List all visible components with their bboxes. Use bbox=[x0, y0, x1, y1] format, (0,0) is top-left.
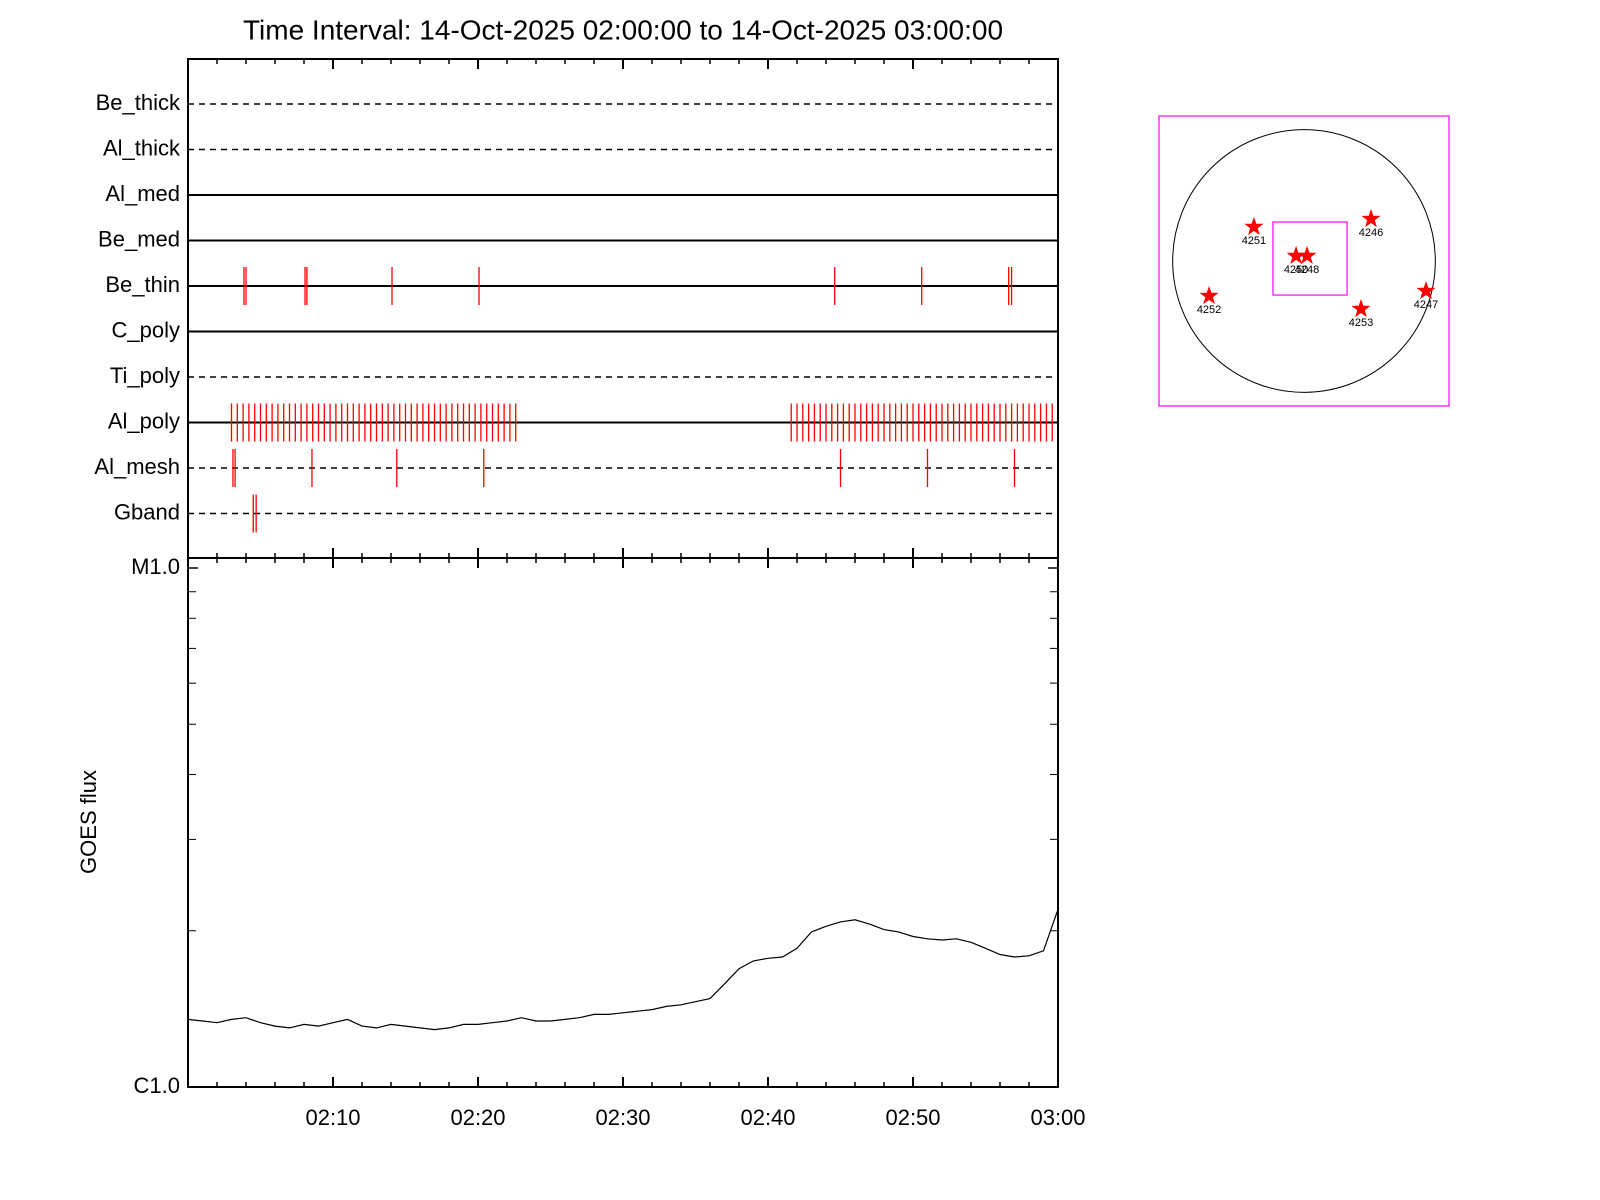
field-frame bbox=[1158, 115, 1450, 407]
solar-disk bbox=[1172, 129, 1436, 393]
region-label: 4250 bbox=[1284, 264, 1308, 276]
channel-label: Al_mesh bbox=[94, 454, 180, 479]
x-tick-label: 02:10 bbox=[305, 1105, 360, 1130]
x-tick-label: 03:00 bbox=[1030, 1105, 1085, 1130]
x-tick-label: 02:40 bbox=[740, 1105, 795, 1130]
y-tick-label: C1.0 bbox=[134, 1073, 180, 1098]
channel-label: Al_med bbox=[105, 181, 180, 206]
y-axis-label: GOES flux bbox=[76, 770, 101, 874]
region-star bbox=[1199, 286, 1219, 305]
channel-label: Be_med bbox=[98, 226, 180, 251]
region-label: 4251 bbox=[1242, 235, 1266, 247]
region-label: 4246 bbox=[1359, 227, 1383, 239]
region-label: 4253 bbox=[1349, 317, 1373, 329]
region-star bbox=[1361, 209, 1381, 228]
x-tick-label: 02:20 bbox=[450, 1105, 505, 1130]
region-star bbox=[1286, 245, 1306, 264]
region-label: 4248 bbox=[1295, 264, 1319, 276]
channel-label: C_poly bbox=[112, 317, 180, 342]
flux-frame bbox=[187, 557, 1059, 1088]
channel-label: Be_thick bbox=[96, 90, 181, 115]
channel-label: Al_thick bbox=[103, 135, 181, 160]
region-label: 4252 bbox=[1197, 304, 1221, 316]
x-tick-label: 02:50 bbox=[885, 1105, 940, 1130]
fov-box bbox=[1272, 221, 1348, 296]
channel-label: Ti_poly bbox=[110, 363, 180, 388]
chart-title: Time Interval: 14-Oct-2025 02:00:00 to 1… bbox=[243, 14, 1003, 45]
channel-label: Be_thin bbox=[105, 272, 180, 297]
channel-label: Gband bbox=[114, 499, 180, 524]
y-tick-label: M1.0 bbox=[131, 554, 180, 579]
region-label: 4247 bbox=[1414, 299, 1438, 311]
region-star bbox=[1297, 245, 1317, 264]
x-tick-label: 02:30 bbox=[595, 1105, 650, 1130]
region-star bbox=[1351, 299, 1371, 318]
channel-label: Al_poly bbox=[108, 408, 180, 433]
region-star bbox=[1244, 216, 1264, 235]
flux-line bbox=[187, 909, 1059, 1031]
region-star bbox=[1416, 281, 1436, 299]
